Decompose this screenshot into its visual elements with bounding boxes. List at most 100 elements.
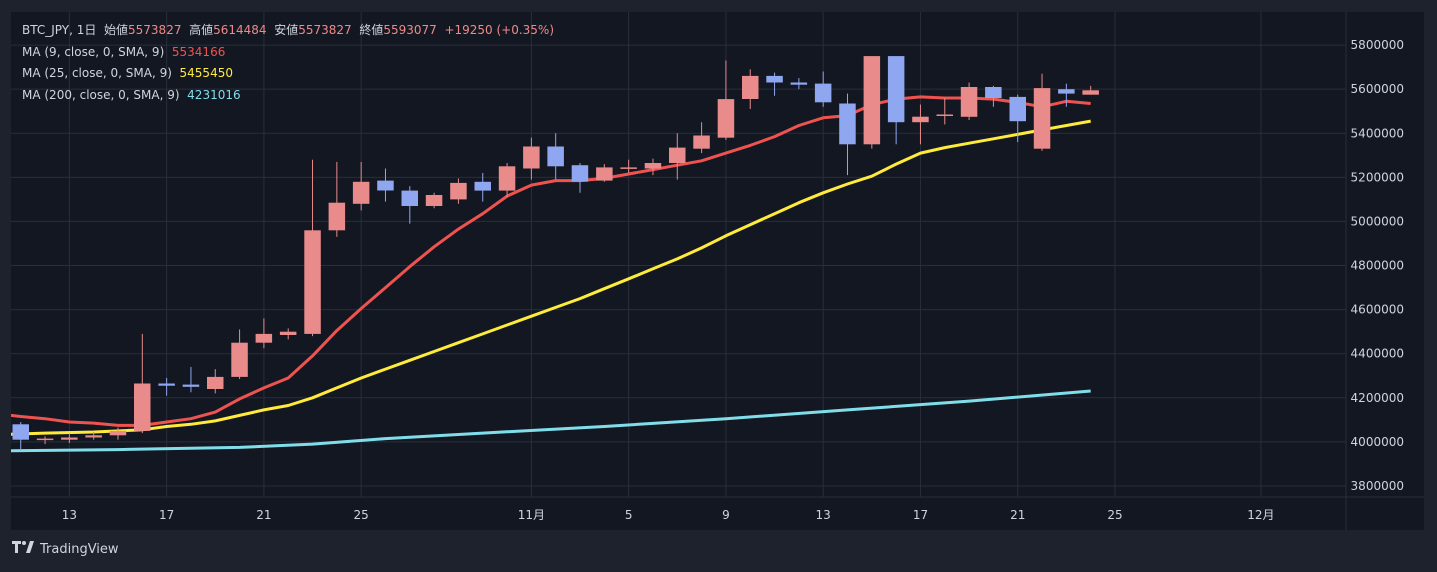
candle: [450, 178, 467, 204]
y-tick-label: 4200000: [1351, 391, 1404, 405]
ohlc-legend: BTC_JPY, 1日 始値5573827 高値5614484 安値557382…: [22, 20, 554, 42]
candle: [1033, 73, 1051, 151]
high-value: 5614484: [213, 23, 267, 37]
candle: [620, 159, 637, 173]
candle-body: [61, 437, 78, 440]
candle-body: [182, 384, 200, 387]
ma25-legend[interactable]: MA (25, close, 0, SMA, 9) 5455450: [22, 63, 554, 85]
candle: [377, 168, 394, 202]
candle: [109, 427, 127, 440]
candle: [863, 56, 881, 149]
ma25-value: 5455450: [179, 66, 233, 80]
y-tick-label: 5800000: [1351, 38, 1404, 52]
x-tick-label: 17: [159, 508, 174, 522]
x-tick-label: 21: [256, 508, 271, 522]
close-label: 終値: [359, 23, 384, 37]
y-tick-label: 3800000: [1351, 479, 1404, 493]
ma9-label: MA (9, close, 0, SMA, 9): [22, 44, 165, 59]
ma200-label: MA (200, close, 0, SMA, 9): [22, 87, 180, 102]
x-tick-label: 12月: [1247, 508, 1274, 522]
candle-body: [1058, 89, 1075, 94]
chart-area[interactable]: 3800000 4000000 4200000 4400000 4600000 48000…: [11, 12, 1424, 530]
candle: [742, 69, 759, 109]
candle-body: [571, 165, 589, 182]
ma200-value: 4231016: [187, 87, 241, 102]
ma-line: [11, 119, 1091, 436]
candle-body: [425, 195, 443, 206]
candle-body: [377, 180, 394, 191]
x-tick-label: 25: [1107, 508, 1122, 522]
candle: [207, 369, 224, 394]
candle: [36, 436, 54, 445]
candle-body: [12, 424, 29, 440]
candle: [182, 366, 200, 393]
tradingview-branding[interactable]: TradingView: [12, 541, 119, 557]
candle: [401, 186, 418, 224]
candle-body: [936, 114, 953, 116]
candle: [912, 104, 929, 145]
grid: [11, 12, 1346, 497]
ma200-legend[interactable]: MA (200, close, 0, SMA, 9) 4231016: [22, 85, 554, 107]
candle-body: [85, 435, 102, 438]
candle: [790, 78, 808, 90]
candle-body: [1033, 88, 1051, 149]
ma-line: [11, 389, 1091, 453]
candle: [669, 133, 686, 180]
candle: [61, 433, 78, 443]
change-value: +19250 (+0.35%): [444, 23, 555, 37]
ma9-value: 5534166: [171, 44, 226, 59]
candle-body: [328, 202, 346, 231]
candle: [231, 329, 248, 380]
candle-body: [231, 342, 248, 377]
symbol-label: BTC_JPY, 1日: [22, 23, 97, 37]
x-tick-label: 17: [913, 508, 928, 522]
ma9-legend[interactable]: MA (9, close, 0, SMA, 9) 5534166: [22, 42, 554, 64]
candle: [498, 163, 516, 198]
candle-body: [790, 82, 808, 85]
low-label: 安値: [274, 23, 299, 37]
y-tick-label: 5200000: [1351, 170, 1404, 184]
candle: [328, 161, 346, 237]
candle-body: [1009, 96, 1026, 122]
x-tick-label: 9: [722, 508, 730, 522]
candle-body: [839, 103, 856, 145]
y-tick-label: 4400000: [1351, 347, 1404, 361]
candle-body: [547, 146, 564, 167]
chart-legend: BTC_JPY, 1日 始値5573827 高値5614484 安値557382…: [22, 20, 554, 106]
axes: 3800000 4000000 4200000 4400000 4600000 48000…: [11, 12, 1424, 530]
candle: [474, 172, 491, 202]
y-tick-label: 5400000: [1351, 126, 1404, 140]
candle: [304, 159, 321, 337]
candle: [279, 328, 297, 340]
candle: [85, 431, 102, 440]
x-tick-label: 25: [354, 508, 369, 522]
candle-body: [863, 56, 881, 145]
candle: [255, 318, 273, 349]
candle: [936, 97, 953, 125]
open-value: 5573827: [128, 23, 182, 37]
candle-body: [644, 163, 662, 169]
ma25-label: MA (25, close, 0, SMA, 9): [22, 66, 172, 80]
candle: [960, 82, 978, 121]
candles: [12, 56, 1099, 451]
x-tick-label: 11月: [518, 508, 545, 522]
candle-body: [669, 147, 686, 163]
x-tick-label: 13: [62, 508, 77, 522]
candle-body: [887, 56, 905, 123]
candle-body: [596, 167, 613, 181]
candle-body: [693, 135, 710, 149]
candle: [717, 60, 735, 140]
candle-body: [742, 75, 759, 99]
open-label: 始値: [104, 23, 129, 37]
candle: [523, 137, 540, 180]
moving-averages: [11, 95, 1091, 453]
x-tick-label: 5: [625, 508, 633, 522]
candle: [766, 72, 783, 96]
candle-body: [109, 430, 127, 436]
candle-body: [985, 87, 1002, 98]
tradingview-name: TradingView: [40, 541, 119, 557]
candle: [352, 161, 370, 211]
candlestick-chart[interactable]: 3800000 4000000 4200000 4400000 4600000 48000…: [11, 12, 1424, 530]
tradingview-logo-icon: [12, 541, 34, 557]
candle-body: [134, 383, 151, 431]
